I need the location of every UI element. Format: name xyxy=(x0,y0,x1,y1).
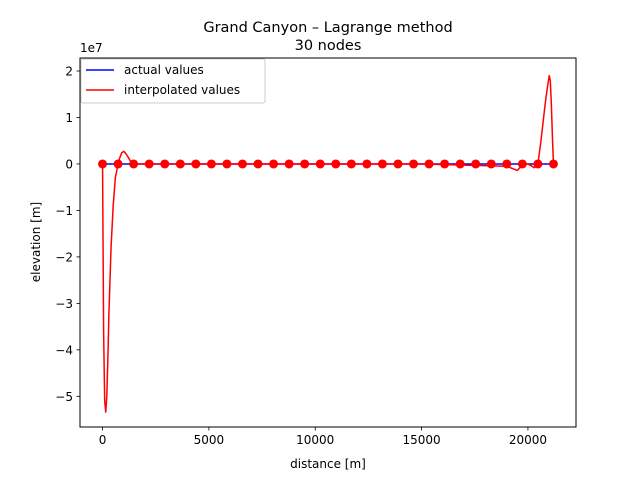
node-point xyxy=(315,159,325,169)
node-point xyxy=(206,159,216,169)
legend-box xyxy=(80,58,266,104)
node-point xyxy=(502,159,512,169)
node-point xyxy=(362,159,372,169)
y-tick-label: 1 xyxy=(65,111,73,125)
node-point xyxy=(129,159,139,169)
legend: actual values interpolated values xyxy=(80,58,266,104)
node-point xyxy=(455,159,465,169)
plot-area xyxy=(98,74,558,413)
x-tick-label: 5000 xyxy=(194,433,225,447)
x-tick-label: 15000 xyxy=(402,433,440,447)
node-point xyxy=(471,159,481,169)
node-point xyxy=(440,159,450,169)
legend-label-interpolated: interpolated values xyxy=(124,83,240,97)
y-axis-label: elevation [m] xyxy=(29,202,43,282)
node-point xyxy=(346,159,356,169)
y-axis: 2 1 0 −1 −2 −3 −4 −5 xyxy=(55,65,80,404)
y-tick-label: −1 xyxy=(55,204,73,218)
node-point xyxy=(409,159,419,169)
node-point xyxy=(269,159,279,169)
node-point xyxy=(222,159,232,169)
node-point xyxy=(300,159,310,169)
node-point xyxy=(144,159,154,169)
y-tick-label: 2 xyxy=(65,65,73,79)
node-point xyxy=(393,159,403,169)
node-point xyxy=(377,159,387,169)
x-tick-label: 0 xyxy=(99,433,107,447)
y-tick-label: 0 xyxy=(65,157,73,171)
y-tick-label: −4 xyxy=(55,343,73,357)
y-tick-label: −5 xyxy=(55,390,73,404)
y-tick-label: −3 xyxy=(55,297,73,311)
node-point xyxy=(253,159,263,169)
x-tick-label: 10000 xyxy=(296,433,334,447)
chart-title: Grand Canyon – Lagrange method xyxy=(203,20,452,36)
node-point xyxy=(191,159,201,169)
chart-subtitle: 30 nodes xyxy=(295,38,362,54)
node-point xyxy=(175,159,185,169)
y-tick-label: −2 xyxy=(55,250,73,264)
node-point xyxy=(424,159,434,169)
node-point xyxy=(486,159,496,169)
node-point xyxy=(517,159,527,169)
node-point xyxy=(113,159,123,169)
legend-label-actual: actual values xyxy=(124,63,204,77)
node-point xyxy=(284,159,294,169)
node-point xyxy=(98,159,108,169)
node-point xyxy=(331,159,341,169)
node-point xyxy=(533,159,543,169)
x-axis-label: distance [m] xyxy=(290,457,366,471)
x-tick-label: 20000 xyxy=(509,433,547,447)
node-point xyxy=(237,159,247,169)
axes-frame xyxy=(79,57,577,428)
node-point xyxy=(160,159,170,169)
x-axis: 0 5000 10000 15000 20000 xyxy=(99,427,547,447)
y-scale-label: 1e7 xyxy=(80,41,103,55)
node-point xyxy=(548,159,558,169)
series-line-interpolated xyxy=(101,74,555,413)
